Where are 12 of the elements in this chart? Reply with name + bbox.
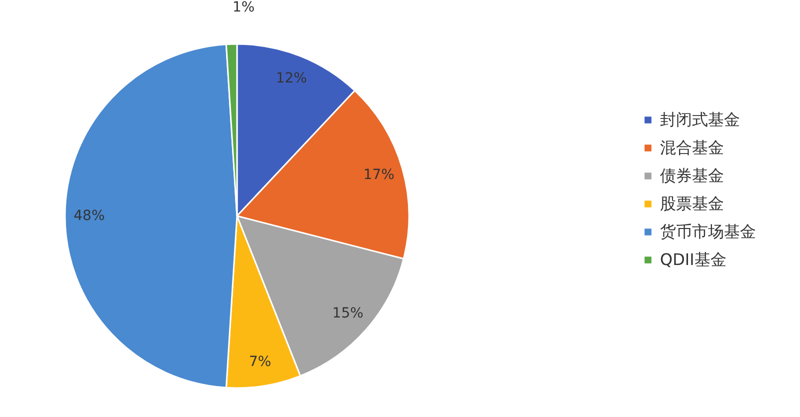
data-label: 7% <box>249 354 272 370</box>
legend-label: QDII基金 <box>660 250 726 269</box>
legend-label: 封闭式基金 <box>660 110 740 129</box>
legend-label: 货币市场基金 <box>660 222 756 241</box>
legend-label: 混合基金 <box>660 138 724 157</box>
data-label: 1% <box>232 0 255 16</box>
data-label: 15% <box>332 306 364 322</box>
legend-label: 债券基金 <box>660 166 724 185</box>
data-label: 17% <box>363 166 394 183</box>
legend-label: 股票基金 <box>660 194 724 213</box>
data-label: 12% <box>276 70 307 87</box>
data-label: 48% <box>74 208 105 224</box>
